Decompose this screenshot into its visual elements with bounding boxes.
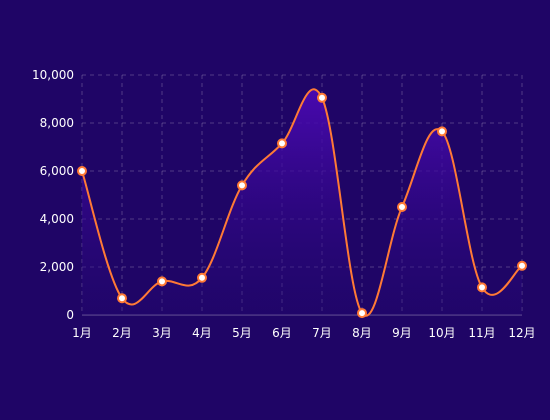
data-point	[517, 260, 527, 271]
x-tick-label: 3月	[152, 326, 172, 340]
series-area	[82, 89, 522, 316]
y-tick-label: 4,000	[40, 212, 74, 226]
y-tick-label: 6,000	[40, 164, 74, 178]
data-point	[77, 166, 87, 176]
data-point	[277, 138, 287, 149]
data-point	[437, 126, 447, 137]
x-tick-label: 2月	[112, 326, 132, 340]
data-point	[317, 92, 327, 103]
x-tick-label: 10月	[428, 326, 455, 340]
x-tick-label: 4月	[192, 326, 212, 340]
data-point	[157, 276, 167, 287]
x-tick-label: 6月	[272, 326, 292, 340]
y-tick-label: 10,000	[32, 68, 74, 82]
data-point	[357, 308, 367, 319]
y-tick-label: 0	[66, 308, 74, 322]
x-tick-label: 8月	[352, 326, 372, 340]
data-points	[77, 92, 527, 319]
x-tick-label: 11月	[468, 326, 495, 340]
y-tick-label: 8,000	[40, 116, 74, 130]
x-tick-label: 5月	[232, 326, 252, 340]
tick-labels: 0 2,000 4,000 6,000 8,000 10,000 1月 2月 3月 4月 5月 6月 7…	[32, 68, 536, 340]
y-tick-label: 2,000	[40, 260, 74, 274]
x-tick-label: 1月	[72, 326, 92, 340]
x-tick-label: 12月	[508, 326, 535, 340]
data-point	[397, 202, 407, 212]
data-point	[477, 282, 487, 293]
x-tick-label: 9月	[392, 326, 412, 340]
data-point	[197, 272, 207, 283]
x-tick-label: 7月	[312, 326, 332, 340]
data-point	[237, 180, 247, 191]
data-point	[117, 293, 127, 304]
